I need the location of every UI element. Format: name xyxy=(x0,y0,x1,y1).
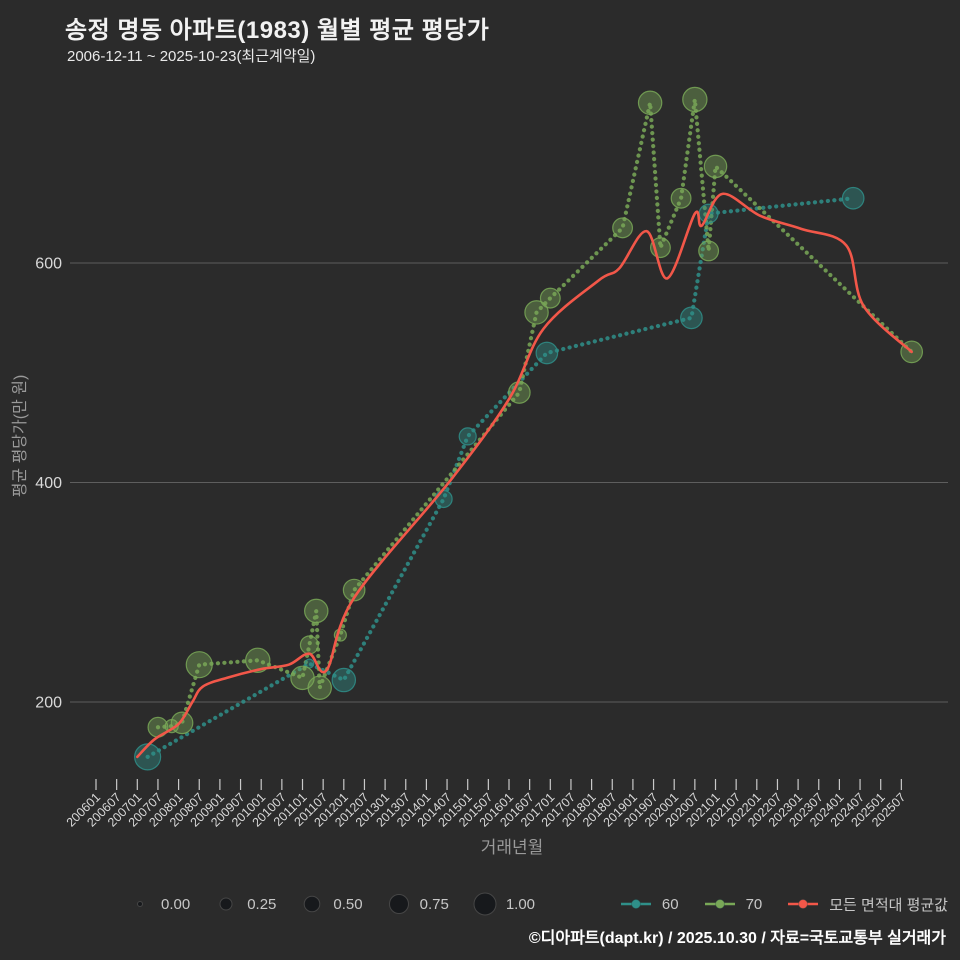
data-point[interactable] xyxy=(307,675,332,700)
series-legend-item-60[interactable]: 60 xyxy=(619,896,679,913)
size-legend: 0.00 0.25 0.50 0.75 1.00 xyxy=(128,891,535,917)
series-legend: 60 70 모든 면적대 평균값 xyxy=(619,894,948,915)
y-tick-label: 600 xyxy=(35,256,62,273)
y-tick-label: 400 xyxy=(35,475,62,492)
series-points-60 xyxy=(134,186,865,771)
size-legend-label: 0.50 xyxy=(333,895,363,913)
size-legend-label: 0.75 xyxy=(419,895,449,913)
series-legend-label: 모든 면적대 평균값 xyxy=(829,896,948,914)
data-point[interactable] xyxy=(185,651,213,679)
x-axis-title: 거래년월 xyxy=(481,838,544,857)
data-point[interactable] xyxy=(535,341,559,365)
data-point[interactable] xyxy=(342,578,366,602)
credit-footer: ©디아파트(dapt.kr) / 2025.10.30 / 자료=국토교통부 실… xyxy=(528,930,946,947)
data-point[interactable] xyxy=(680,306,703,330)
series-line-average xyxy=(136,192,913,759)
size-legend-item-0.25[interactable]: 0.25 xyxy=(214,891,276,917)
data-point[interactable] xyxy=(304,598,329,624)
price-scatter-chart[interactable]: 2004006002006012006072007012007072008012… xyxy=(0,0,960,880)
series-legend-label: 70 xyxy=(745,895,763,913)
size-legend-bubble-icon xyxy=(219,897,233,911)
chart-legend: 0.00 0.25 0.50 0.75 1.00 60 70 모든 면적대 평균값 xyxy=(128,884,948,924)
data-point[interactable] xyxy=(434,489,453,509)
size-legend-label: 0.00 xyxy=(161,895,191,913)
data-point[interactable] xyxy=(698,240,720,262)
size-legend-item-0.50[interactable]: 0.50 xyxy=(300,891,363,917)
data-point[interactable] xyxy=(299,635,319,655)
data-point[interactable] xyxy=(637,90,663,116)
data-point[interactable] xyxy=(703,154,728,179)
data-point[interactable] xyxy=(524,300,549,325)
data-point[interactable] xyxy=(458,427,477,446)
series-legend-label: 60 xyxy=(661,895,679,913)
series-legend-item-모든 면적대 평균값[interactable]: 모든 면적대 평균값 xyxy=(786,894,948,915)
page-subtitle: 2006-12-11 ~ 2025-10-23(최근계약일) xyxy=(67,48,316,65)
data-point[interactable] xyxy=(612,217,634,239)
series-legend-item-70[interactable]: 70 xyxy=(703,895,763,913)
page-title: 송정 명동 아파트(1983) 월별 평균 평당가 xyxy=(65,17,490,44)
size-legend-bubble-icon xyxy=(304,895,321,913)
series-legend-marker-icon xyxy=(620,899,651,909)
size-legend-item-1.00[interactable]: 1.00 xyxy=(473,891,535,917)
data-point[interactable] xyxy=(670,187,692,209)
series-dotted-line-60 xyxy=(145,196,856,759)
size-legend-item-0.00[interactable]: 0.00 xyxy=(128,891,190,917)
size-legend-bubble-icon xyxy=(137,901,143,907)
data-point[interactable] xyxy=(245,647,271,673)
series-dotted-line-70 xyxy=(155,99,914,730)
size-legend-label: 1.00 xyxy=(505,895,536,913)
series-legend-marker-icon xyxy=(704,899,735,909)
series-legend-marker-icon xyxy=(788,899,819,909)
y-tick-label: 200 xyxy=(35,695,62,712)
data-point[interactable] xyxy=(682,86,708,113)
data-point[interactable] xyxy=(841,186,865,210)
size-legend-label: 0.25 xyxy=(247,895,277,913)
series-points-70 xyxy=(147,86,924,738)
data-point[interactable] xyxy=(170,711,194,735)
data-point[interactable] xyxy=(539,287,561,309)
size-legend-bubble-icon xyxy=(473,892,497,916)
size-legend-item-0.75[interactable]: 0.75 xyxy=(387,891,449,917)
size-legend-bubble-icon xyxy=(388,894,409,914)
data-point[interactable] xyxy=(331,667,357,693)
y-axis-title: 평균 평당가(만 원) xyxy=(11,375,29,498)
